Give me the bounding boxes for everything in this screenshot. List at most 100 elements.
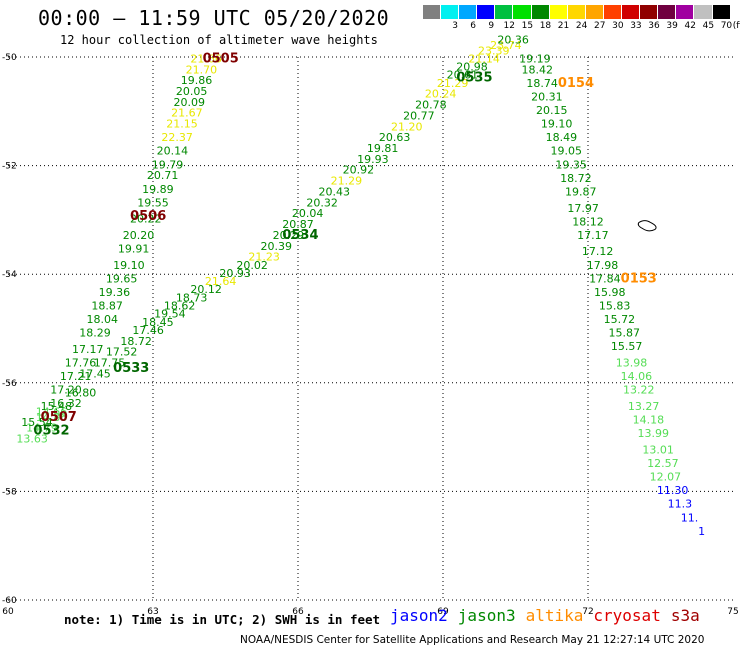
wave-height-label: 20.78 <box>415 99 447 112</box>
wave-height-label: 17.97 <box>567 202 599 215</box>
wave-height-label: 18.12 <box>572 215 604 228</box>
pass-time-label: 0506 <box>130 209 166 224</box>
credit-line: NOAA/NESDIS Center for Satellite Applica… <box>240 634 705 646</box>
color-swatch <box>622 5 641 19</box>
wave-height-label: 15.72 <box>604 313 636 326</box>
wave-height-label: 20.63 <box>379 131 411 144</box>
wave-height-label: 20.05 <box>176 85 208 98</box>
satellite-legend: jason2 jason3 altika cryosat s3a <box>390 606 710 625</box>
pass-time-label: 0153 <box>621 271 657 286</box>
y-tick-label: -54 <box>2 270 17 280</box>
wave-height-label: 15.87 <box>609 327 641 340</box>
color-swatch <box>712 5 731 19</box>
wave-height-label: 20.61 <box>447 69 479 82</box>
wave-height-label: 12.57 <box>647 457 679 470</box>
wave-height-label: 18.45 <box>142 316 174 329</box>
legend-item-s3a: s3a <box>670 606 700 625</box>
color-swatch <box>694 5 713 19</box>
legend-item-altika: altika <box>525 606 584 625</box>
color-scale-tick: 21 <box>557 21 570 31</box>
wave-height-label: 13.63 <box>16 433 48 446</box>
wave-height-label: 17.21 <box>60 370 92 383</box>
wave-height-label: 18.49 <box>546 131 578 144</box>
wave-height-label: 21.29 <box>437 77 469 90</box>
chart-title: 00:00 – 11:59 UTC 05/20/2020 <box>38 6 390 30</box>
wave-height-label: 18.62 <box>164 299 196 312</box>
wave-height-label: 19.55 <box>137 196 169 209</box>
pass-time-label: 0505 <box>203 51 239 66</box>
y-tick-label: -56 <box>2 379 17 389</box>
y-tick-label: -60 <box>2 596 17 606</box>
wave-height-label: 17.17 <box>72 343 104 356</box>
wave-height-label: 20.20 <box>123 229 155 242</box>
wave-height-label: 18.04 <box>87 313 119 326</box>
wave-height-label: 18.42 <box>522 63 554 76</box>
wave-height-label: 15.54 <box>21 416 53 429</box>
pass-time-label: 0533 <box>113 361 149 376</box>
wave-height-label: 20.32 <box>306 196 338 209</box>
legend-item-jason2: jason2 <box>390 606 448 625</box>
island-outline <box>637 220 657 232</box>
x-tick-label: 60 <box>2 607 14 617</box>
wave-height-label: 19.79 <box>152 158 184 171</box>
color-swatch <box>441 5 460 19</box>
wave-height-label: 18.72 <box>560 172 592 185</box>
color-scale-tick: 30 <box>612 21 624 31</box>
legend-item-jason3: jason3 <box>457 606 516 625</box>
wave-height-label: 21.23 <box>248 251 280 264</box>
wave-height-label: 20.14 <box>157 145 189 158</box>
wave-height-label: 19.36 <box>99 286 131 299</box>
color-swatch <box>658 5 677 19</box>
color-swatch <box>640 5 659 19</box>
color-swatch <box>495 5 514 19</box>
color-scale-tick: 6 <box>470 21 477 31</box>
color-swatch <box>423 5 442 19</box>
chart-subtitle: 12 hour collection of altimeter wave hei… <box>60 33 378 47</box>
wave-height-label: 20.43 <box>319 185 351 198</box>
wave-height-label: 20.87 <box>282 218 314 231</box>
wave-height-label: 14.06 <box>621 370 653 383</box>
wave-height-label: 17.20 <box>50 384 82 397</box>
wave-height-label: 19.10 <box>113 259 145 272</box>
wave-height-label: 20.71 <box>147 169 179 182</box>
legend-item-cryosat: cryosat <box>593 606 661 625</box>
color-scale-tick: 70 <box>720 21 733 31</box>
wave-height-label: 21.29 <box>331 175 363 188</box>
wave-height-label: 20.29 <box>273 229 305 242</box>
wave-height-label: 20.93 <box>219 267 251 280</box>
wave-height-label: 17.75 <box>94 357 126 370</box>
wave-height-label: 15.98 <box>594 286 626 299</box>
wave-height-label: 20.22 <box>130 213 162 226</box>
pass-time-label: 0507 <box>41 410 77 425</box>
color-scale-tick: 33 <box>630 21 642 31</box>
y-tick-label: -52 <box>2 162 17 172</box>
wave-height-label: 20.39 <box>261 240 293 253</box>
wave-height-label: 19.86 <box>181 74 213 87</box>
pass-time-label: 0532 <box>33 423 69 438</box>
wave-height-label: 20.09 <box>174 96 206 109</box>
wave-height-label: 14.79 <box>26 422 58 435</box>
wave-height-label: 20.98 <box>456 61 488 74</box>
wave-height-label: 19.35 <box>555 158 587 171</box>
color-scale-tick: 3 <box>452 21 458 31</box>
wave-height-label: 11. <box>681 511 699 524</box>
wave-height-label: 13.22 <box>623 384 655 397</box>
wave-height-label: 12.07 <box>650 471 682 484</box>
wave-height-label: 21.14 <box>468 52 500 65</box>
color-swatch <box>676 5 695 19</box>
wave-height-label: 19.89 <box>142 183 174 196</box>
wave-height-label: 13.98 <box>616 357 648 370</box>
color-swatch <box>531 5 550 19</box>
wave-height-label: 18.87 <box>91 299 123 312</box>
y-tick-label: -58 <box>2 487 17 497</box>
pass-time-label: 0534 <box>282 228 318 243</box>
color-scale-tick: 9 <box>488 21 495 31</box>
wave-height-label: 19.65 <box>106 272 138 285</box>
wave-height-label: 18.72 <box>120 335 152 348</box>
wave-height-label: 19.19 <box>519 52 551 65</box>
x-tick-label: 66 <box>292 607 304 617</box>
x-tick-label: 72 <box>582 607 593 617</box>
wave-height-label: 14.86 <box>36 411 68 424</box>
wave-height-label: 14.66 <box>36 405 68 418</box>
